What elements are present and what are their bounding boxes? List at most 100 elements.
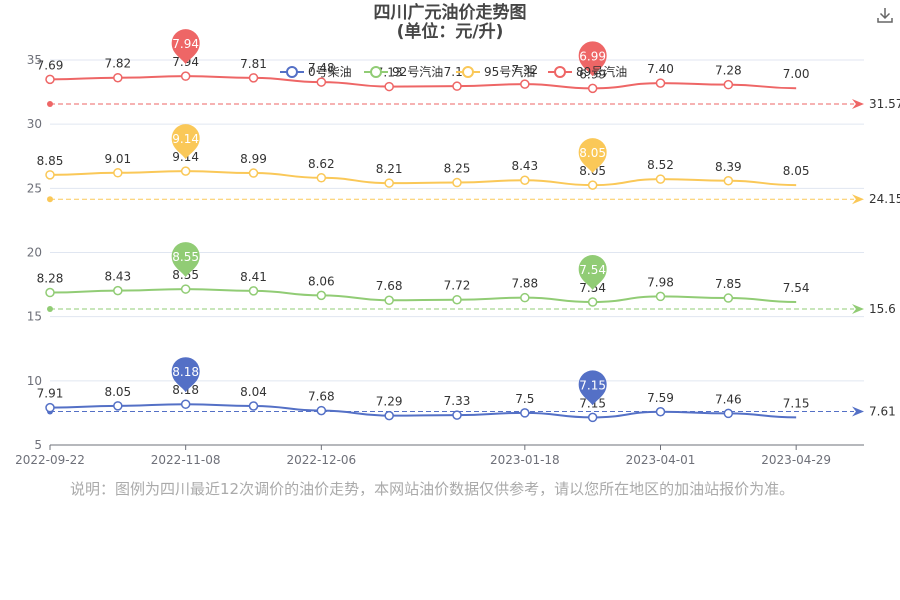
x-tick-label: 2023-04-29 — [761, 453, 831, 467]
data-label: 7.46 — [715, 392, 742, 406]
legend-label: 95号汽油 — [484, 64, 535, 79]
data-point — [316, 405, 327, 416]
min-marker-label: 7.54 — [579, 263, 606, 277]
legend[interactable]: 0号柴油 92号汽油 95号汽油 89号汽油 — [280, 64, 627, 79]
data-point — [113, 401, 123, 411]
data-label: 8.43 — [104, 270, 131, 284]
data-label: 8.05 — [104, 385, 131, 399]
series-line — [49, 288, 797, 304]
max-marker-label: 9.14 — [172, 132, 199, 146]
legend-marker — [554, 66, 566, 78]
data-label: 8.05 — [783, 164, 810, 178]
series-group: 7.91 8.05 8.18 8.04 7.68 7.29 7.33 7.5 7.15 7.59 7… — [37, 29, 810, 423]
y-tick-label: 20 — [27, 246, 42, 260]
data-point — [316, 173, 327, 183]
data-label: 7.32 — [511, 63, 538, 77]
chart-note: 说明：图例为四川最近12次调价的油价走势，本网站油价数据仅供参考，请以您所在地区… — [70, 480, 795, 498]
chart-title-line2: (单位：元/升) — [396, 22, 504, 42]
x-tick-label: 2022-11-08 — [151, 453, 221, 467]
average-arrow — [852, 303, 864, 314]
average-arrow — [852, 99, 864, 110]
data-label: 8.85 — [37, 154, 64, 168]
data-point — [384, 295, 394, 305]
y-tick-label: 5 — [34, 438, 42, 452]
data-point — [452, 81, 462, 91]
x-tick-label: 2022-09-22 — [15, 453, 85, 467]
data-point — [520, 175, 530, 185]
y-tick-label: 35 — [27, 53, 42, 67]
legend-marker — [286, 66, 298, 78]
legend-item-2[interactable]: 92号汽油 — [364, 64, 443, 79]
data-point — [723, 293, 734, 303]
data-label: 7.40 — [647, 62, 674, 76]
data-label: 7.72 — [444, 279, 471, 293]
data-label: 8.41 — [240, 270, 267, 284]
data-label: 8.39 — [715, 160, 742, 174]
y-tick-label: 10 — [27, 374, 42, 388]
data-point — [384, 410, 394, 421]
data-point — [248, 168, 259, 178]
legend-item-1[interactable]: 0号柴油 — [280, 65, 352, 79]
data-point — [587, 83, 598, 94]
series-line — [49, 170, 797, 187]
data-point — [520, 79, 530, 89]
max-marker-label: 7.94 — [172, 37, 199, 51]
data-point — [113, 72, 123, 83]
legend-item-4[interactable]: 89号汽油 — [548, 64, 627, 79]
series-4: 7.697.827.947.817.487.137.167.326.997.40… — [37, 29, 810, 94]
y-tick-label: 25 — [27, 181, 42, 195]
chart-title-line1: 四川广元油价走势图 — [373, 3, 527, 23]
data-label: 7.81 — [240, 57, 267, 71]
data-point — [452, 294, 462, 305]
data-point — [113, 168, 123, 178]
data-point — [180, 71, 191, 81]
data-point — [113, 285, 123, 296]
max-marker — [171, 29, 200, 65]
max-marker — [171, 242, 200, 278]
data-point — [655, 291, 666, 302]
max-marker-label: 8.18 — [172, 365, 199, 379]
data-label: 7.15 — [783, 396, 810, 410]
x-tick-label: 2022-12-06 — [286, 453, 356, 467]
series-2: 8.28 8.43 8.55 8.41 8.06 7.68 7.72 7.88 7.54 7.98… — [37, 242, 810, 307]
data-label: 7.5 — [515, 392, 534, 406]
data-point — [180, 284, 191, 294]
data-point — [45, 170, 55, 180]
data-label: 7.54 — [783, 281, 810, 295]
average-label: 24.15 — [869, 192, 900, 206]
data-point — [316, 77, 327, 87]
download-icon[interactable] — [876, 6, 894, 24]
series-line — [49, 403, 797, 419]
data-point — [45, 287, 55, 298]
data-point — [655, 174, 666, 184]
max-marker-label: 8.55 — [172, 250, 199, 264]
data-label: 7.28 — [715, 64, 742, 78]
data-label: 7.48 — [308, 61, 335, 75]
min-marker-label: 7.15 — [579, 378, 606, 392]
series-3: 8.85 9.01 9.14 8.99 8.62 8.21 8.25 8.43 8.05 8.52… — [37, 124, 810, 190]
min-marker — [578, 41, 607, 77]
data-label: 8.21 — [376, 162, 403, 176]
data-point — [723, 176, 734, 186]
data-label: 7.33 — [444, 394, 471, 408]
data-point — [316, 290, 327, 301]
data-point — [587, 297, 598, 307]
y-axis: 5 10 15 20 25 30 35 — [27, 53, 42, 452]
average-label: 7.61 — [869, 405, 896, 419]
data-label: 8.62 — [308, 157, 335, 171]
data-label: 9.01 — [104, 152, 131, 166]
data-label: 7.91 — [37, 387, 64, 401]
data-point — [384, 81, 394, 92]
average-arrow — [852, 194, 864, 205]
legend-item-3[interactable]: 95号汽油 — [456, 64, 535, 79]
data-point — [587, 180, 598, 190]
data-label: 7.69 — [37, 58, 64, 72]
data-label: 8.06 — [308, 274, 335, 288]
data-label: 7.68 — [376, 279, 403, 293]
data-label: 8.52 — [647, 158, 674, 172]
data-label: 7.68 — [308, 390, 335, 404]
legend-label: 92号汽油 — [392, 64, 443, 79]
data-point — [45, 402, 55, 413]
data-point — [180, 166, 191, 176]
average-label: 15.6 — [869, 302, 896, 316]
